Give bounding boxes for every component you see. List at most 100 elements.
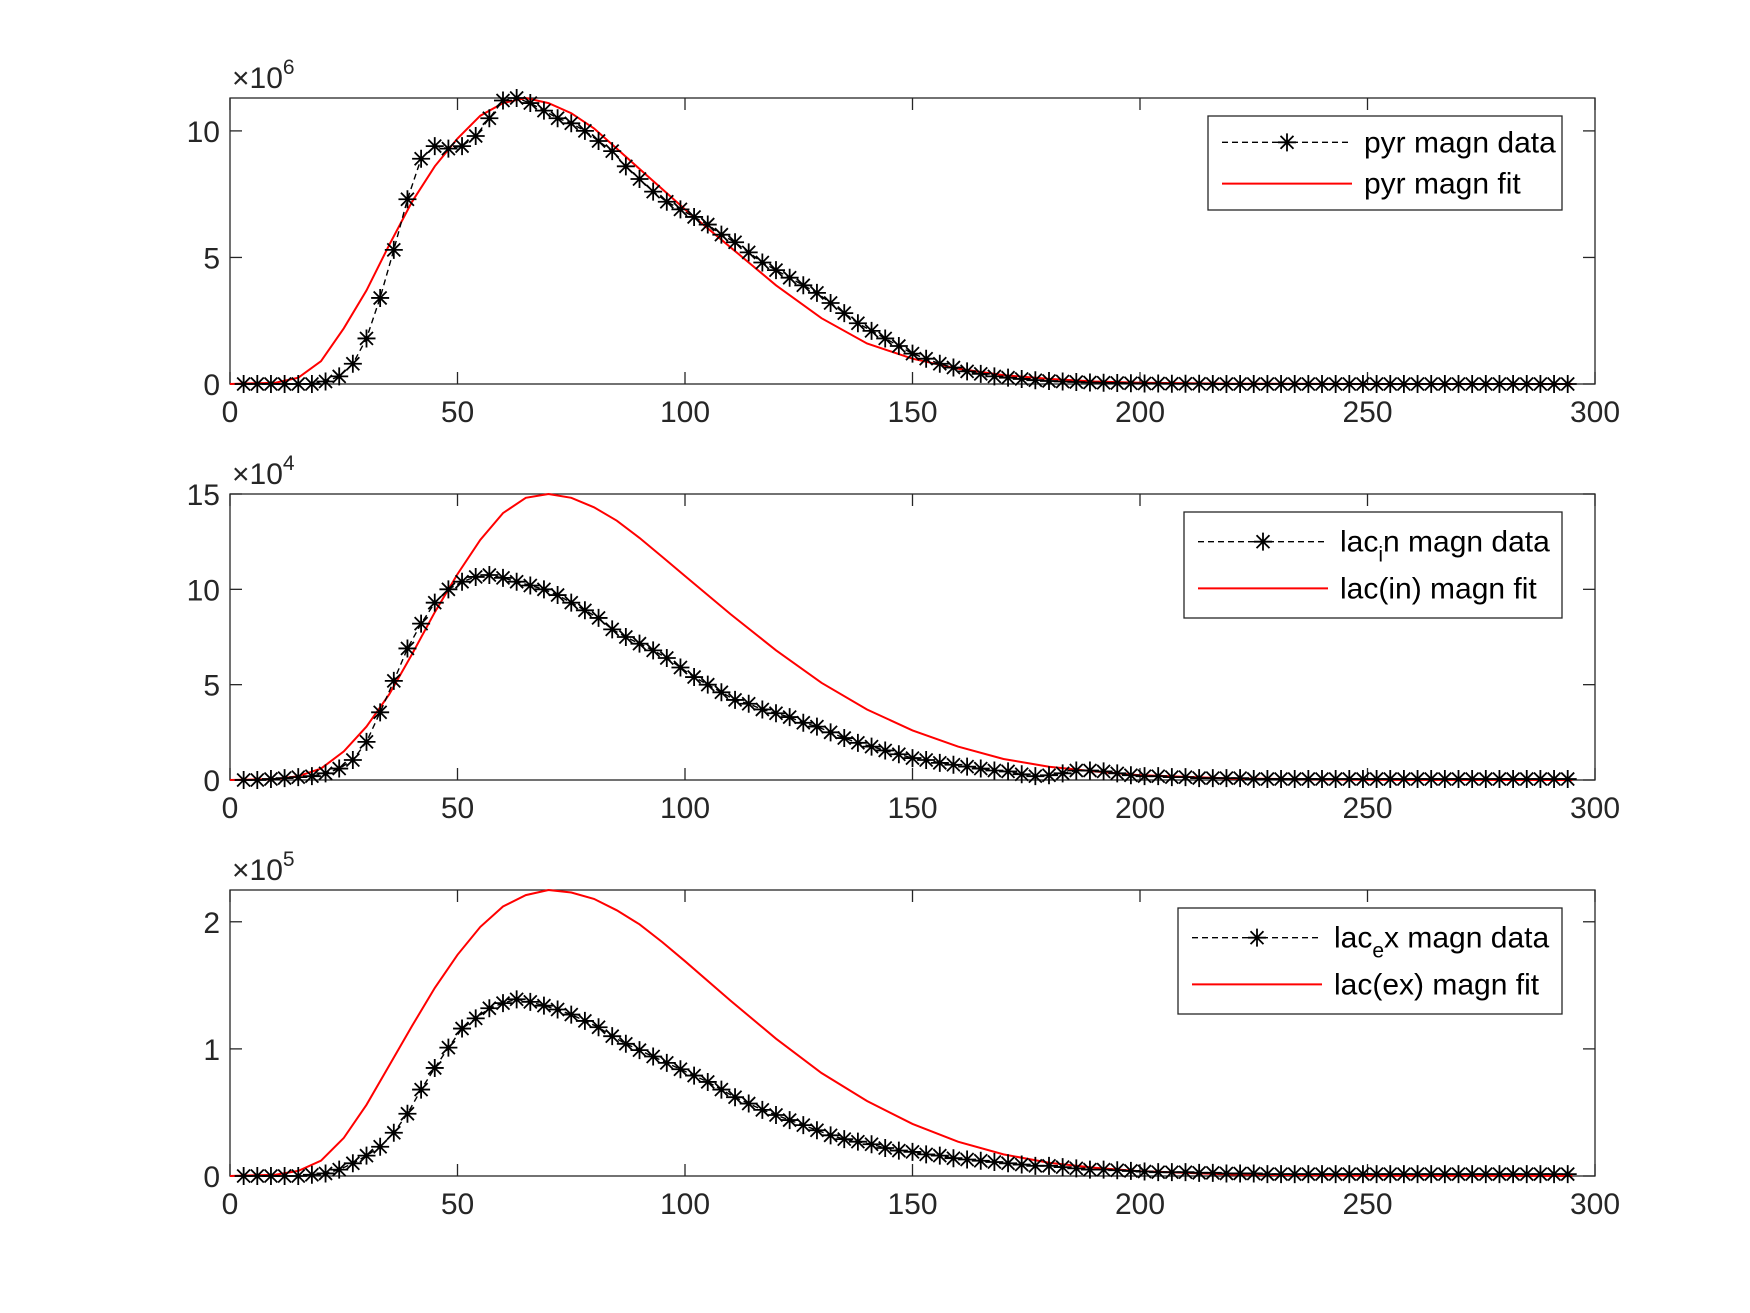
data-point — [357, 1146, 376, 1165]
data-point — [1285, 770, 1304, 789]
data-point — [453, 572, 472, 591]
data-point — [985, 1153, 1004, 1172]
legend-box — [1177, 907, 1563, 1015]
data-point — [603, 142, 622, 161]
data-point — [739, 243, 758, 262]
data-point — [1026, 371, 1045, 390]
data-point — [1449, 770, 1468, 789]
data-point — [261, 770, 280, 789]
legend: lacex magn data lac(ex) magn fit — [1177, 907, 1563, 1015]
data-point — [685, 207, 704, 226]
data-point — [248, 771, 267, 789]
data-point — [1121, 766, 1140, 785]
data-point — [562, 114, 581, 133]
data-point — [1162, 1163, 1181, 1182]
data-point — [862, 737, 881, 756]
data-point — [589, 1018, 608, 1037]
data-point — [575, 121, 594, 140]
data-point — [930, 753, 949, 772]
data-point — [234, 375, 253, 393]
data-point — [275, 375, 294, 393]
data-point — [1135, 767, 1154, 786]
legend: lacin magn data lac(in) magn fit — [1183, 511, 1563, 619]
data-point — [1558, 770, 1577, 789]
data-point — [930, 354, 949, 373]
data-point — [371, 1137, 390, 1156]
data-point — [1135, 374, 1154, 393]
data-point — [1517, 770, 1536, 789]
data-point — [1545, 1165, 1564, 1184]
x-tick-label: 300 — [1570, 1188, 1620, 1221]
data-point — [1203, 375, 1222, 393]
data-point — [671, 1060, 690, 1079]
data-point — [521, 576, 540, 595]
data-point — [1149, 767, 1168, 786]
data-point — [1080, 373, 1099, 392]
data-point — [1217, 375, 1236, 393]
data-point — [1067, 761, 1086, 780]
data-point — [453, 137, 472, 156]
data-point — [753, 253, 772, 272]
data-point — [1012, 1155, 1031, 1174]
data-point — [1367, 770, 1386, 789]
data-point — [1463, 375, 1482, 393]
data-point — [275, 1167, 294, 1185]
data-point — [698, 675, 717, 694]
data-point — [575, 1011, 594, 1030]
data-point — [903, 1142, 922, 1161]
data-point — [1381, 375, 1400, 393]
data-point — [398, 190, 417, 209]
legend-fit-label: lac(ex) magn fit — [1334, 968, 1540, 1001]
y-tick-label: 2 — [203, 907, 220, 940]
data-point — [685, 668, 704, 687]
data-point — [507, 89, 526, 107]
data-point — [917, 349, 936, 368]
y-exponent-label: ×105 — [232, 848, 295, 887]
data-point — [398, 1104, 417, 1123]
data-point — [1490, 770, 1509, 789]
data-point — [371, 288, 390, 307]
data-point — [1040, 1156, 1058, 1175]
data-point — [821, 294, 840, 313]
series-fit-line — [229, 492, 1573, 781]
data-point — [1422, 770, 1441, 789]
y-tick-label: 0 — [203, 369, 220, 402]
data-point — [944, 755, 963, 774]
data-point — [616, 628, 635, 646]
data-point — [726, 1088, 745, 1107]
data-point — [630, 634, 649, 653]
x-tick-label: 150 — [887, 1188, 937, 1221]
data-point — [453, 1019, 472, 1038]
data-point — [302, 1165, 321, 1184]
data-point — [1517, 375, 1536, 393]
x-tick-label: 250 — [1342, 1188, 1392, 1221]
data-point — [726, 690, 745, 709]
y-tick-label: 15 — [187, 479, 220, 512]
data-point — [1353, 375, 1372, 393]
data-point — [480, 999, 499, 1018]
data-point — [1490, 1165, 1509, 1184]
data-point — [425, 593, 444, 612]
data-point — [657, 1053, 676, 1072]
data-point — [1176, 768, 1195, 787]
data-point — [1504, 770, 1523, 789]
data-point — [1340, 1165, 1359, 1184]
data-point — [1272, 1165, 1291, 1184]
data-point — [302, 375, 321, 393]
data-point — [1067, 1159, 1086, 1178]
subplot-lac-in: 0 50 100 150 200 250 300 0 5 10 15 ×104 lacin magn d… — [187, 452, 1620, 825]
data-point — [971, 364, 990, 383]
data-point — [876, 329, 895, 348]
legend-box — [1207, 115, 1563, 211]
data-point — [330, 759, 349, 778]
data-point — [889, 1141, 908, 1160]
data-point — [562, 1005, 581, 1024]
data-point — [534, 580, 553, 599]
data-point — [412, 149, 431, 168]
y-tick-label: 1 — [203, 1034, 220, 1067]
data-point — [548, 586, 567, 605]
data-point — [944, 1149, 963, 1168]
data-point — [439, 1038, 458, 1057]
data-point — [971, 1151, 990, 1170]
